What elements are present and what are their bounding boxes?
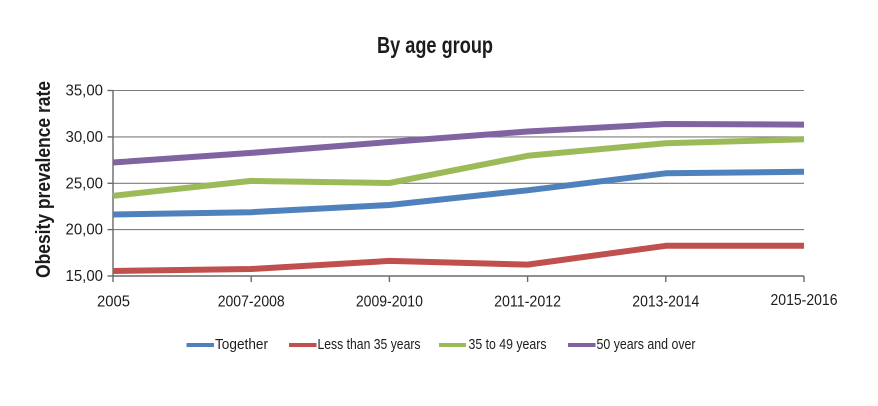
svg-text:25,00: 25,00	[66, 175, 104, 192]
svg-text:Together: Together	[215, 336, 268, 353]
svg-text:Less than 35 years: Less than 35 years	[318, 336, 421, 353]
svg-text:2015-2016: 2015-2016	[771, 292, 838, 309]
svg-text:30,00: 30,00	[66, 129, 104, 146]
svg-text:20,00: 20,00	[66, 222, 104, 239]
svg-text:2011-2012: 2011-2012	[494, 294, 561, 311]
svg-text:15,00: 15,00	[66, 268, 104, 285]
svg-text:2013-2014: 2013-2014	[632, 294, 699, 311]
svg-text:50 years and over: 50 years and over	[597, 336, 696, 353]
svg-text:Obesity prevalence rate: Obesity prevalence rate	[33, 81, 55, 278]
svg-text:35,00: 35,00	[66, 83, 104, 100]
svg-text:35 to 49 years: 35 to 49 years	[469, 336, 547, 353]
svg-text:2007-2008: 2007-2008	[218, 294, 285, 311]
svg-text:2009-2010: 2009-2010	[356, 294, 423, 311]
svg-text:2005: 2005	[97, 294, 130, 311]
svg-text:By age group: By age group	[377, 32, 493, 58]
